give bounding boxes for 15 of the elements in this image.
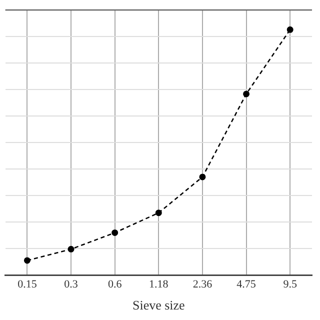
x-tick-label: 1.18 xyxy=(149,278,169,291)
x-tick-label: 0.15 xyxy=(18,278,38,291)
point xyxy=(243,90,250,98)
point xyxy=(199,174,206,180)
x-tick-label: 9.5 xyxy=(283,278,298,291)
point xyxy=(68,246,74,252)
point xyxy=(112,229,118,236)
point xyxy=(24,257,30,264)
x-tick-label: 0.3 xyxy=(64,278,78,291)
x-tick-label: 2.36 xyxy=(192,278,213,291)
point xyxy=(286,26,294,33)
x-tick-label: 4.75 xyxy=(236,278,256,291)
x-axis-title: Sieve size xyxy=(132,298,186,313)
x-tick-label: 0.6 xyxy=(108,278,122,291)
point xyxy=(155,210,162,216)
